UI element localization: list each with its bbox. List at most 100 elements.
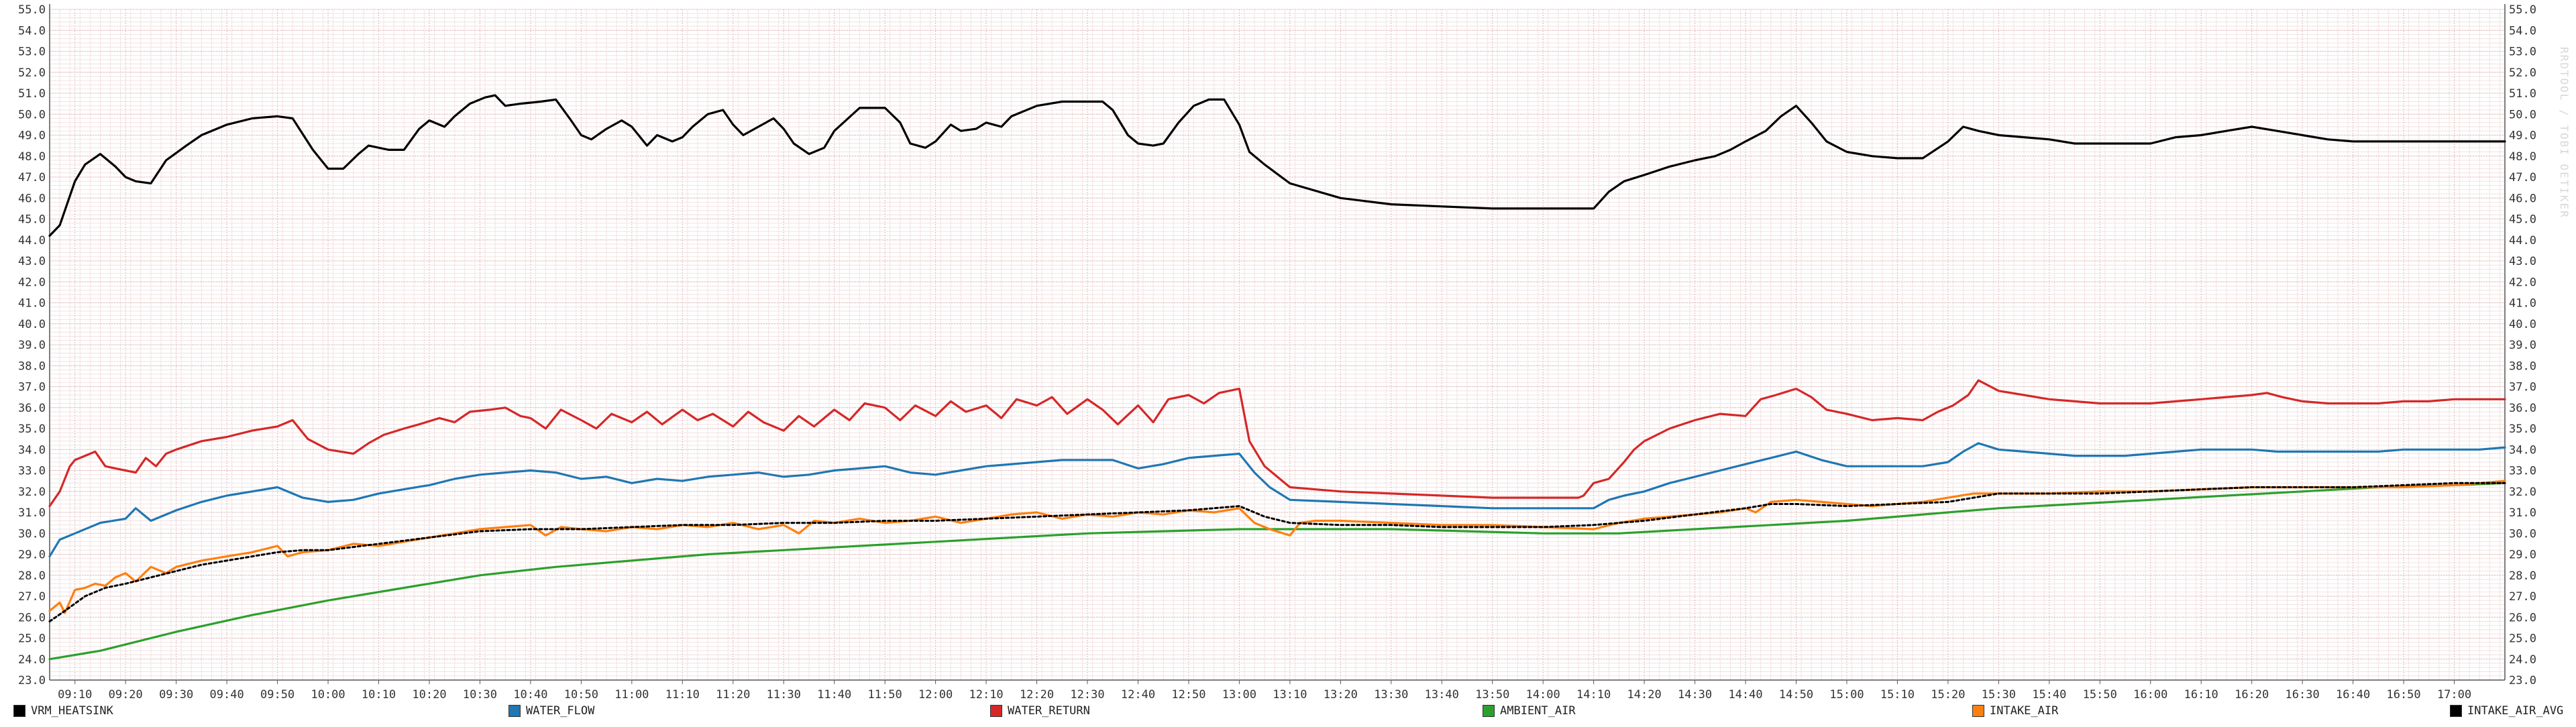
x-tick-label: 09:30 [159, 688, 193, 702]
y-tick-label: 34.0 [18, 443, 46, 457]
legend-label: WATER_RETURN [1008, 704, 1090, 718]
y-tick-label: 37.0 [18, 381, 46, 394]
x-tick-label: 12:30 [1070, 688, 1104, 702]
y-tick-label-right: 48.0 [2509, 150, 2536, 164]
y-tick-label: 38.0 [18, 359, 46, 373]
x-tick-label: 09:40 [210, 688, 244, 702]
x-tick-label: 10:10 [362, 688, 396, 702]
x-tick-label: 14:50 [1779, 688, 1813, 702]
y-tick-label: 44.0 [18, 234, 46, 247]
y-tick-label: 23.0 [18, 674, 46, 687]
x-tick-label: 15:00 [1829, 688, 1864, 702]
y-tick-label: 55.0 [18, 3, 46, 17]
x-tick-label: 14:20 [1627, 688, 1662, 702]
y-tick-label-right: 30.0 [2509, 527, 2536, 541]
y-tick-label: 36.0 [18, 402, 46, 415]
y-tick-label: 45.0 [18, 213, 46, 227]
legend-label: INTAKE_AIR_AVG [2467, 704, 2564, 718]
legend-item: AMBIENT_AIR [1483, 704, 1576, 718]
y-tick-label-right: 36.0 [2509, 402, 2536, 415]
y-tick-label-right: 55.0 [2509, 3, 2536, 17]
y-tick-label-right: 52.0 [2509, 66, 2536, 80]
x-tick-label: 16:00 [2133, 688, 2167, 702]
x-tick-label: 13:30 [1374, 688, 1408, 702]
x-tick-label: 11:10 [665, 688, 700, 702]
y-tick-label: 41.0 [18, 297, 46, 311]
y-tick-label-right: 45.0 [2509, 213, 2536, 227]
x-tick-label: 16:50 [2386, 688, 2420, 702]
y-tick-label-right: 37.0 [2509, 381, 2536, 394]
y-tick-label: 42.0 [18, 276, 46, 289]
x-tick-label: 14:00 [1526, 688, 1560, 702]
y-tick-label-right: 41.0 [2509, 297, 2536, 311]
y-tick-label-right: 24.0 [2509, 653, 2536, 667]
legend-item: INTAKE_AIR_AVG [2450, 704, 2563, 718]
x-tick-label: 11:00 [614, 688, 649, 702]
y-tick-label-right: 32.0 [2509, 486, 2536, 499]
x-tick-label: 13:50 [1475, 688, 1509, 702]
series-line-intake-air [48, 480, 2506, 614]
x-tick-label: 14:10 [1576, 688, 1611, 702]
x-tick-label: 12:20 [1020, 688, 1054, 702]
x-tick-label: 15:50 [2083, 688, 2117, 702]
x-tick-label: 10:00 [311, 688, 345, 702]
y-tick-label: 29.0 [18, 549, 46, 562]
y-tick-label-right: 53.0 [2509, 46, 2536, 59]
legend-label: VRM_HEATSINK [31, 704, 113, 718]
y-tick-label-right: 43.0 [2509, 255, 2536, 268]
x-tick-label: 15:40 [2032, 688, 2066, 702]
series-line-vrm-heatsink [48, 94, 2506, 237]
x-tick-label: 11:30 [767, 688, 801, 702]
x-tick-label: 13:10 [1273, 688, 1307, 702]
y-tick-label-right: 29.0 [2509, 549, 2536, 562]
y-tick-label: 32.0 [18, 486, 46, 499]
x-tick-label: 14:30 [1678, 688, 1712, 702]
x-tick-label: 09:20 [109, 688, 143, 702]
legend-item: WATER_FLOW [508, 704, 594, 718]
y-tick-label-right: 42.0 [2509, 276, 2536, 289]
y-tick-label: 46.0 [18, 192, 46, 205]
y-tick-label-right: 23.0 [2509, 674, 2536, 687]
legend-item: VRM_HEATSINK [13, 704, 113, 718]
legend-label: INTAKE_AIR [1990, 704, 2059, 718]
y-tick-label: 27.0 [18, 590, 46, 604]
y-tick-label-right: 47.0 [2509, 171, 2536, 184]
x-tick-label: 13:40 [1425, 688, 1459, 702]
y-tick-label: 31.0 [18, 506, 46, 520]
y-tick-label: 24.0 [18, 653, 46, 667]
y-tick-label-right: 25.0 [2509, 632, 2536, 646]
y-tick-label-right: 34.0 [2509, 443, 2536, 457]
x-tick-label: 17:00 [2437, 688, 2471, 702]
y-tick-label: 40.0 [18, 318, 46, 331]
x-tick-label: 16:10 [2184, 688, 2218, 702]
x-tick-label: 09:50 [260, 688, 294, 702]
legend-item: WATER_RETURN [990, 704, 1090, 718]
legend-swatch [1972, 705, 1984, 717]
x-tick-label: 12:00 [918, 688, 953, 702]
y-tick-label: 25.0 [18, 632, 46, 646]
y-tick-label: 50.0 [18, 108, 46, 121]
legend-swatch [2450, 705, 2462, 717]
y-tick-label-right: 31.0 [2509, 506, 2536, 520]
y-tick-label-right: 46.0 [2509, 192, 2536, 205]
y-tick-label: 47.0 [18, 171, 46, 184]
y-tick-label: 33.0 [18, 465, 46, 478]
y-tick-label: 26.0 [18, 611, 46, 624]
legend-item: INTAKE_AIR [1972, 704, 2058, 718]
series-line-ambient-air [48, 482, 2506, 661]
y-tick-label-right: 27.0 [2509, 590, 2536, 604]
x-tick-label: 15:20 [1931, 688, 1965, 702]
watermark: RRDTOOL / TOBI OETIKER [2558, 47, 2571, 219]
x-tick-label: 11:40 [817, 688, 851, 702]
x-tick-label: 15:10 [1880, 688, 1915, 702]
x-tick-label: 10:20 [412, 688, 446, 702]
x-tick-label: 13:20 [1324, 688, 1358, 702]
y-tick-label-right: 28.0 [2509, 569, 2536, 583]
y-tick-label-right: 49.0 [2509, 129, 2536, 143]
y-tick-label-right: 54.0 [2509, 24, 2536, 38]
x-tick-label: 12:10 [969, 688, 1003, 702]
legend-label: AMBIENT_AIR [1500, 704, 1576, 718]
series-line-intake-air-avg [48, 482, 2506, 622]
y-tick-label-right: 51.0 [2509, 87, 2536, 101]
